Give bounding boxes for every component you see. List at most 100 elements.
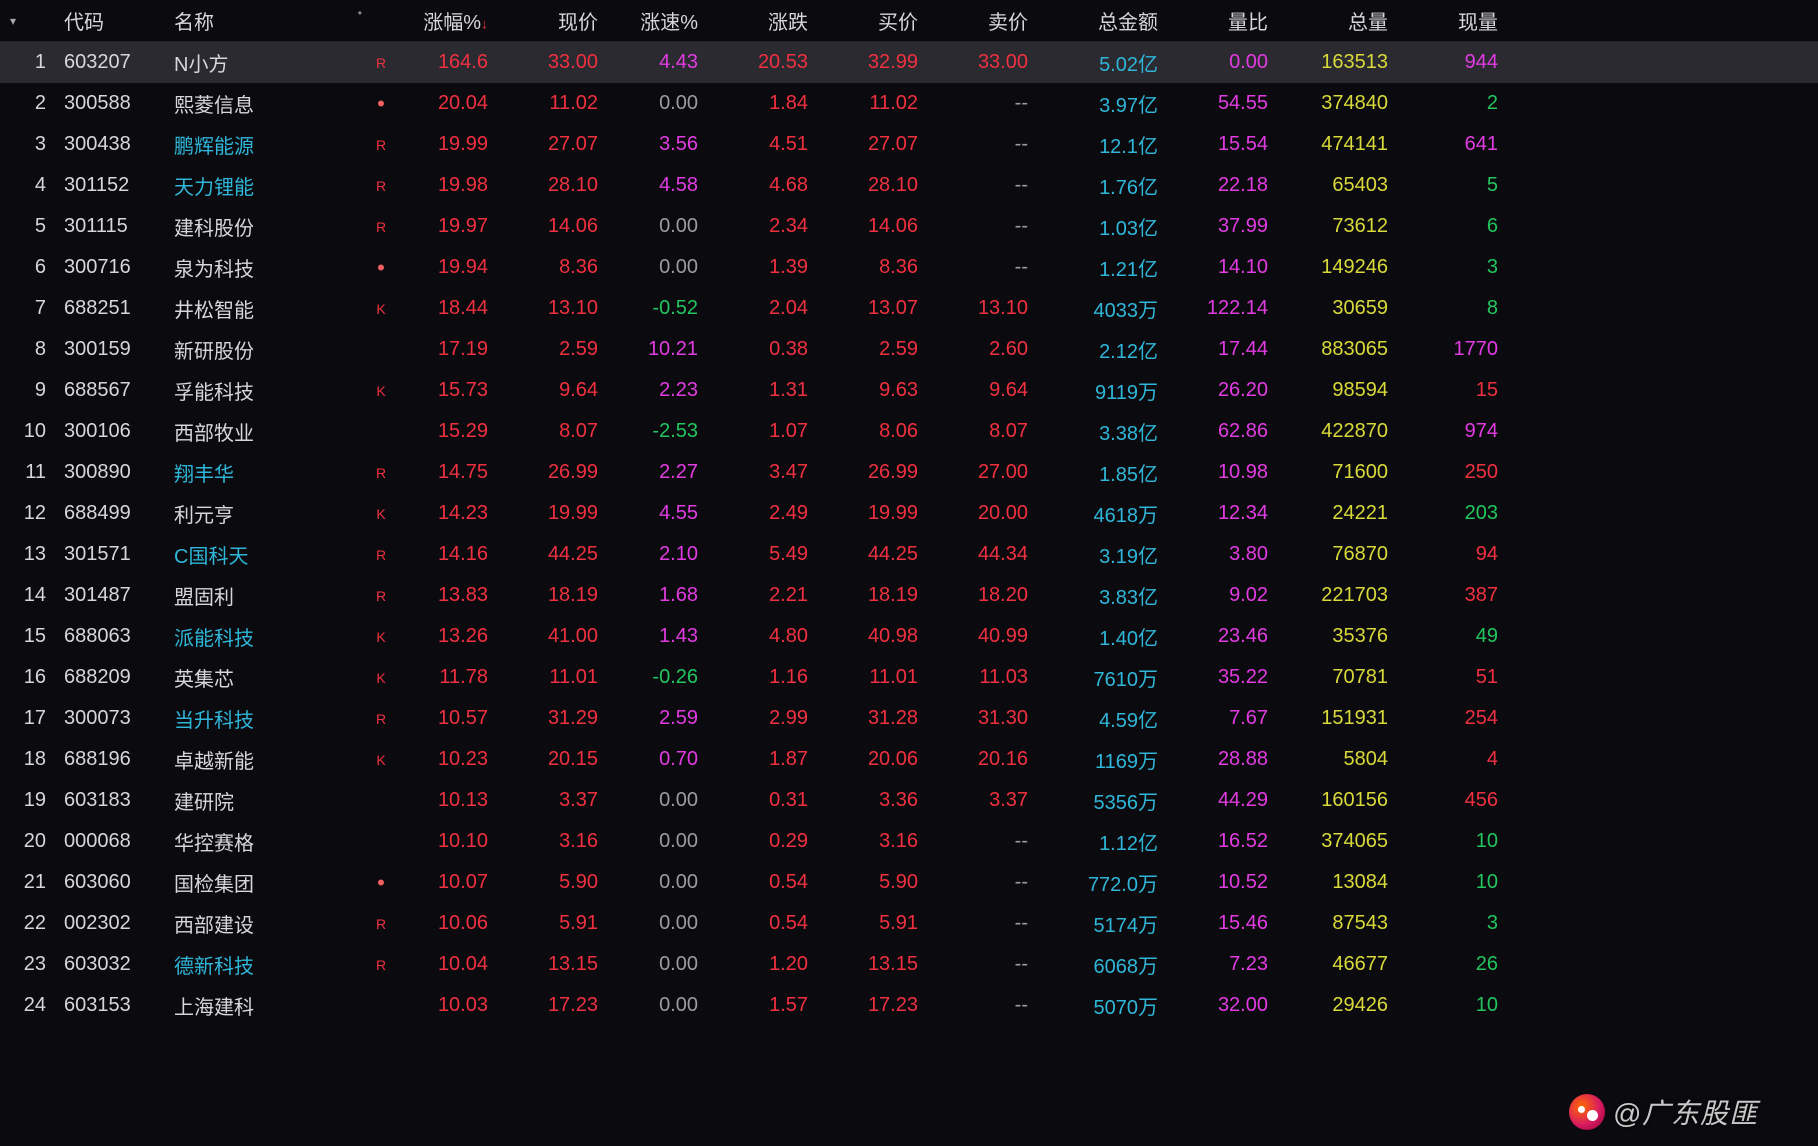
cell-amt: 5070万 <box>1036 985 1166 1026</box>
cell-code[interactable]: 300890 <box>60 452 170 493</box>
cell-name[interactable]: 派能科技 <box>170 616 370 657</box>
table-row[interactable]: 23603032德新科技R10.0413.150.001.2013.15--60… <box>0 944 1818 985</box>
cell-code[interactable]: 688063 <box>60 616 170 657</box>
cell-ask: 44.34 <box>926 534 1036 575</box>
cell-idx: 15 <box>0 616 60 657</box>
cell-code[interactable]: 000068 <box>60 821 170 862</box>
cell-code[interactable]: 300159 <box>60 329 170 370</box>
cell-code[interactable]: 300438 <box>60 124 170 165</box>
table-row[interactable]: 5301115建科股份R19.9714.060.002.3414.06--1.0… <box>0 206 1818 247</box>
table-row[interactable]: 14301487盟固利R13.8318.191.682.2118.1918.20… <box>0 575 1818 616</box>
cell-name[interactable]: 西部建设 <box>170 903 370 944</box>
cell-idx: 21 <box>0 862 60 903</box>
cell-name[interactable]: 盟固利 <box>170 575 370 616</box>
cell-pad <box>1506 985 1818 1026</box>
table-row[interactable]: 11300890翔丰华R14.7526.992.273.4726.9927.00… <box>0 452 1818 493</box>
cell-code[interactable]: 301487 <box>60 575 170 616</box>
hdr-ask[interactable]: 卖价 <box>926 0 1036 42</box>
cell-name[interactable]: 孚能科技 <box>170 370 370 411</box>
cell-code[interactable]: 688567 <box>60 370 170 411</box>
hdr-pct[interactable]: 涨幅%↓ <box>396 0 496 42</box>
table-row[interactable]: 18688196卓越新能K10.2320.150.701.8720.0620.1… <box>0 739 1818 780</box>
cell-name[interactable]: N小方 <box>170 42 370 84</box>
cell-name[interactable]: 华控赛格 <box>170 821 370 862</box>
table-row[interactable]: 20000068华控赛格10.103.160.000.293.16--1.12亿… <box>0 821 1818 862</box>
sort-desc-icon: ↓ <box>481 16 488 32</box>
cell-code[interactable]: 300106 <box>60 411 170 452</box>
cell-name[interactable]: 新研股份 <box>170 329 370 370</box>
table-row[interactable]: 24603153上海建科10.0317.230.001.5717.23--507… <box>0 985 1818 1026</box>
cell-name[interactable]: 翔丰华 <box>170 452 370 493</box>
cell-name[interactable]: 井松智能 <box>170 288 370 329</box>
hdr-bid[interactable]: 买价 <box>816 0 926 42</box>
hdr-vol[interactable]: 总量 <box>1276 0 1396 42</box>
table-row[interactable]: 19603183建研院10.133.370.000.313.363.375356… <box>0 780 1818 821</box>
cell-name[interactable]: 当升科技 <box>170 698 370 739</box>
cell-code[interactable]: 688499 <box>60 493 170 534</box>
cell-name[interactable]: 泉为科技 <box>170 247 370 288</box>
cell-price: 13.10 <box>496 288 606 329</box>
table-row[interactable]: 16688209英集芯K11.7811.01-0.261.1611.0111.0… <box>0 657 1818 698</box>
cell-name[interactable]: 鹏辉能源 <box>170 124 370 165</box>
cell-code[interactable]: 301115 <box>60 206 170 247</box>
table-row[interactable]: 9688567孚能科技K15.739.642.231.319.639.64911… <box>0 370 1818 411</box>
cell-name[interactable]: 建研院 <box>170 780 370 821</box>
cell-code[interactable]: 300588 <box>60 83 170 124</box>
table-row[interactable]: 2300588熙菱信息•20.0411.020.001.8411.02--3.9… <box>0 83 1818 124</box>
cell-code[interactable]: 300073 <box>60 698 170 739</box>
table-row[interactable]: 10300106西部牧业15.298.07-2.531.078.068.073.… <box>0 411 1818 452</box>
cell-idx: 9 <box>0 370 60 411</box>
cell-code[interactable]: 002302 <box>60 903 170 944</box>
cell-code[interactable]: 300716 <box>60 247 170 288</box>
cell-pad <box>1506 493 1818 534</box>
cell-price: 28.10 <box>496 165 606 206</box>
hdr-cur[interactable]: 现量 <box>1396 0 1506 42</box>
table-row[interactable]: 1603207N小方R164.633.004.4320.5332.9933.00… <box>0 42 1818 84</box>
cell-name[interactable]: 上海建科 <box>170 985 370 1026</box>
cell-ask: 27.00 <box>926 452 1036 493</box>
cell-code[interactable]: 688209 <box>60 657 170 698</box>
cell-code[interactable]: 688251 <box>60 288 170 329</box>
cell-code[interactable]: 603183 <box>60 780 170 821</box>
table-row[interactable]: 3300438鹏辉能源R19.9927.073.564.5127.07--12.… <box>0 124 1818 165</box>
cell-code[interactable]: 603207 <box>60 42 170 84</box>
hdr-amt[interactable]: 总金额 <box>1036 0 1166 42</box>
cell-code[interactable]: 301152 <box>60 165 170 206</box>
cell-name[interactable]: C国科天 <box>170 534 370 575</box>
table-row[interactable]: 4301152天力锂能R19.9828.104.584.6828.10--1.7… <box>0 165 1818 206</box>
table-row[interactable]: 22002302西部建设R10.065.910.000.545.91--5174… <box>0 903 1818 944</box>
cell-name[interactable]: 卓越新能 <box>170 739 370 780</box>
table-row[interactable]: 13301571C国科天R14.1644.252.105.4944.2544.3… <box>0 534 1818 575</box>
hdr-chg[interactable]: 涨跌 <box>706 0 816 42</box>
cell-name[interactable]: 天力锂能 <box>170 165 370 206</box>
weibo-icon <box>1569 1094 1605 1130</box>
cell-vol: 374840 <box>1276 83 1396 124</box>
table-row[interactable]: 15688063派能科技K13.2641.001.434.8040.9840.9… <box>0 616 1818 657</box>
table-row[interactable]: 21603060国检集团•10.075.900.000.545.90--772.… <box>0 862 1818 903</box>
cell-code[interactable]: 603060 <box>60 862 170 903</box>
cell-name[interactable]: 熙菱信息 <box>170 83 370 124</box>
table-row[interactable]: 17300073当升科技R10.5731.292.592.9931.2831.3… <box>0 698 1818 739</box>
hdr-speed[interactable]: 涨速% <box>606 0 706 42</box>
hdr-code[interactable]: 代码 <box>60 0 170 42</box>
table-row[interactable]: 12688499利元亨K14.2319.994.552.4919.9920.00… <box>0 493 1818 534</box>
hdr-ratio[interactable]: 量比 <box>1166 0 1276 42</box>
cell-code[interactable]: 688196 <box>60 739 170 780</box>
cell-code[interactable]: 603032 <box>60 944 170 985</box>
cell-code[interactable]: 603153 <box>60 985 170 1026</box>
cell-name[interactable]: 西部牧业 <box>170 411 370 452</box>
cell-name[interactable]: 英集芯 <box>170 657 370 698</box>
cell-name[interactable]: 利元亨 <box>170 493 370 534</box>
hdr-price[interactable]: 现价 <box>496 0 606 42</box>
cell-code[interactable]: 301571 <box>60 534 170 575</box>
cell-name[interactable]: 建科股份 <box>170 206 370 247</box>
table-row[interactable]: 8300159新研股份17.192.5910.210.382.592.602.1… <box>0 329 1818 370</box>
hdr-menu[interactable]: ▾ <box>0 0 60 42</box>
table-row[interactable]: 6300716泉为科技•19.948.360.001.398.36--1.21亿… <box>0 247 1818 288</box>
cell-chg: 4.80 <box>706 616 816 657</box>
hdr-name[interactable]: 名称• <box>170 0 370 42</box>
cell-name[interactable]: 国检集团 <box>170 862 370 903</box>
cell-cur: 6 <box>1396 206 1506 247</box>
cell-name[interactable]: 德新科技 <box>170 944 370 985</box>
table-row[interactable]: 7688251井松智能K18.4413.10-0.522.0413.0713.1… <box>0 288 1818 329</box>
